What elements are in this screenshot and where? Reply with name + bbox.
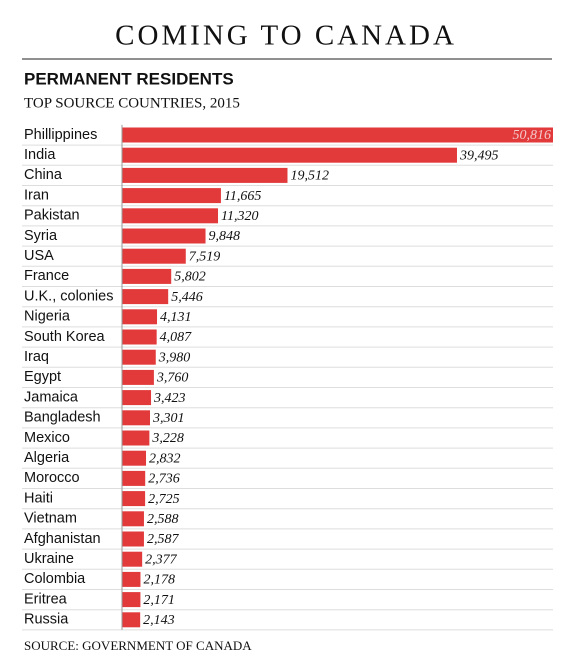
category-label: Ukraine xyxy=(24,551,74,567)
bar xyxy=(122,167,288,183)
bar xyxy=(122,147,457,163)
value-label: 50,816 xyxy=(513,128,552,143)
category-label: Iran xyxy=(24,187,49,203)
value-label: 4,087 xyxy=(160,330,193,345)
category-label: Vietnam xyxy=(24,511,77,527)
value-label: 9,848 xyxy=(209,229,241,244)
bar xyxy=(122,248,186,264)
chart-subtitle: PERMANENT RESIDENTS xyxy=(24,69,234,88)
value-label: 2,832 xyxy=(149,451,181,466)
bar xyxy=(122,390,152,406)
source-note: SOURCE: GOVERNMENT OF CANADA xyxy=(24,638,252,653)
value-label: 3,301 xyxy=(152,411,185,426)
bar xyxy=(122,329,157,345)
bar xyxy=(122,450,147,466)
category-label: Phillippines xyxy=(24,127,97,143)
category-label: Colombia xyxy=(24,571,86,587)
value-label: 3,228 xyxy=(151,431,184,446)
category-label: India xyxy=(24,147,56,163)
value-label: 2,171 xyxy=(143,593,175,608)
category-label: South Korea xyxy=(24,329,106,345)
chart-title: COMING TO CANADA xyxy=(115,20,457,52)
category-label: Algeria xyxy=(24,450,70,466)
value-label: 3,760 xyxy=(156,371,189,386)
bar xyxy=(122,228,206,244)
value-label: 4,131 xyxy=(160,310,192,325)
bar xyxy=(122,289,169,305)
category-label: Russia xyxy=(24,612,69,628)
bar xyxy=(122,612,141,628)
bar xyxy=(122,551,143,567)
bar xyxy=(122,430,150,446)
value-label: 19,512 xyxy=(290,169,329,184)
bar xyxy=(122,309,158,325)
category-label: Eritrea xyxy=(24,591,68,607)
bar xyxy=(122,571,141,587)
bar xyxy=(122,592,141,608)
value-label: 2,377 xyxy=(145,552,178,567)
bar xyxy=(122,511,144,527)
category-label: U.K., colonies xyxy=(24,288,113,304)
bar xyxy=(122,127,553,143)
bar xyxy=(122,268,172,284)
category-label: Morocco xyxy=(24,470,80,486)
bar xyxy=(122,349,156,365)
category-label: Jamaica xyxy=(24,389,79,405)
category-label: Haiti xyxy=(24,490,53,506)
category-label: Afghanistan xyxy=(24,531,101,547)
bar xyxy=(122,188,221,204)
bar xyxy=(122,208,219,224)
bar xyxy=(122,470,146,486)
value-label: 5,446 xyxy=(171,290,203,305)
value-label: 2,178 xyxy=(143,573,175,588)
category-label: China xyxy=(24,167,63,183)
category-label: Mexico xyxy=(24,430,70,446)
category-label: Iraq xyxy=(24,349,49,365)
bar xyxy=(122,491,146,507)
category-label: France xyxy=(24,268,69,284)
value-label: 39,495 xyxy=(459,148,499,163)
value-label: 3,980 xyxy=(158,350,191,365)
value-label: 2,725 xyxy=(148,492,180,507)
category-label: USA xyxy=(24,248,54,264)
value-label: 2,143 xyxy=(143,613,175,628)
value-label: 2,588 xyxy=(147,512,179,527)
bar xyxy=(122,531,144,547)
value-label: 11,665 xyxy=(224,189,261,204)
bar xyxy=(122,410,150,426)
category-label: Nigeria xyxy=(24,309,71,325)
value-label: 2,736 xyxy=(148,472,180,487)
bar xyxy=(122,369,154,385)
category-label: Pakistan xyxy=(24,208,80,224)
category-label: Bangladesh xyxy=(24,410,101,426)
value-label: 5,802 xyxy=(174,270,206,285)
value-label: 7,519 xyxy=(189,249,221,264)
value-label: 3,423 xyxy=(153,391,186,406)
chart-caption: TOP SOURCE COUNTRIES, 2015 xyxy=(24,95,240,111)
category-label: Egypt xyxy=(24,369,61,385)
category-label: Syria xyxy=(24,228,58,244)
value-label: 11,320 xyxy=(221,209,258,224)
value-label: 2,587 xyxy=(147,532,180,547)
